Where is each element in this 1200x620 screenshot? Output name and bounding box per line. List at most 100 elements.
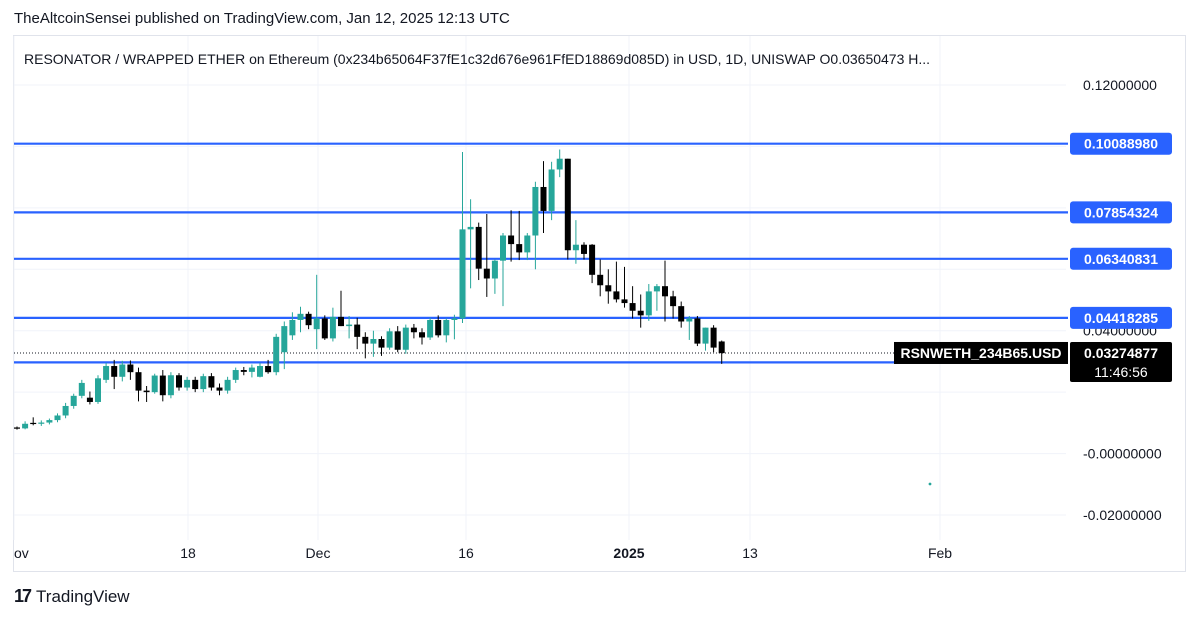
candle-body <box>305 313 312 326</box>
tradingview-logo-icon: 17 <box>14 586 32 606</box>
candle-body <box>605 285 612 292</box>
x-tick-label: 16 <box>458 545 474 561</box>
candle-body <box>718 341 725 354</box>
level-price-label: 0.07854324 <box>1084 204 1158 220</box>
candle-body <box>572 244 579 251</box>
candle-body <box>329 316 336 339</box>
candle-body <box>370 339 377 344</box>
candle-body <box>354 324 361 337</box>
candle-body <box>394 331 401 350</box>
candle-body <box>621 299 628 304</box>
candle-body <box>95 378 101 402</box>
level-price-tag <box>1070 201 1172 224</box>
candle-body <box>257 366 263 377</box>
candle-body <box>240 370 247 372</box>
candle-body <box>702 327 709 344</box>
candle-body <box>427 319 434 338</box>
candle-body <box>386 331 393 348</box>
level-price-label: 0.10088980 <box>1084 136 1158 152</box>
candle-body <box>483 268 490 279</box>
candle-body <box>143 390 150 393</box>
symbol-tag <box>894 341 1068 364</box>
candle-body <box>70 395 77 406</box>
candle-body <box>589 244 596 275</box>
horizontal-levels <box>14 142 1068 364</box>
candles <box>14 149 725 430</box>
candle-body <box>710 327 717 348</box>
x-tick-label: ov <box>14 545 29 561</box>
candle-body <box>564 158 571 251</box>
candle-body <box>346 324 353 327</box>
candle-body <box>103 366 110 380</box>
candle-body <box>30 422 37 425</box>
symbol-label: RSNWETH_234B65.USD <box>900 345 1061 361</box>
candle-body <box>159 375 166 396</box>
level-price-tag <box>1070 306 1172 329</box>
price-tags: 0.10088980 0.07854324 0.06340831 0.04418285… <box>894 132 1172 382</box>
candle-body <box>38 422 45 424</box>
candle-body <box>419 332 425 338</box>
level-price-label: 0.06340831 <box>1084 251 1158 267</box>
candle-body <box>524 235 531 253</box>
candle-body <box>14 427 20 429</box>
candle-body <box>265 366 272 373</box>
level-price-label: 0.04418285 <box>1084 310 1158 326</box>
candle-body <box>653 286 660 292</box>
candle-body <box>86 397 93 402</box>
candle-body <box>176 375 182 388</box>
candle-body <box>467 226 474 230</box>
y-tick-label: 0.12000000 <box>1083 77 1157 93</box>
candle-body <box>297 313 304 320</box>
candle-body <box>686 318 693 322</box>
candle-body <box>694 318 701 344</box>
candle-body <box>670 296 677 307</box>
candle-body <box>22 423 29 429</box>
candle-body <box>637 310 644 316</box>
countdown-label: 11:46:56 <box>1094 364 1148 380</box>
candle-body <box>556 158 563 170</box>
x-tick-label: Feb <box>928 545 952 561</box>
candle-body <box>281 326 288 353</box>
candle-body <box>338 316 344 327</box>
chart-title: RESONATOR / WRAPPED ETHER on Ethereum (0… <box>24 51 930 67</box>
candle-body <box>645 291 652 316</box>
candle-body <box>378 339 385 348</box>
candle-body <box>167 375 174 396</box>
candle-body <box>362 336 369 344</box>
candle-body <box>127 364 134 373</box>
candle-body <box>451 318 458 320</box>
candle-body <box>402 327 409 350</box>
current-price-label: 0.03274877 <box>1084 345 1158 361</box>
candle-body <box>443 319 450 336</box>
candle-body <box>435 319 442 336</box>
candle-body <box>78 382 85 396</box>
candle-body <box>192 379 199 390</box>
x-tick-label: 13 <box>742 545 758 561</box>
candle-body <box>475 226 482 269</box>
candle-body <box>248 367 255 372</box>
candle-body <box>662 286 668 297</box>
candle-body <box>548 169 555 211</box>
candle-body <box>540 186 547 211</box>
candle-body <box>613 291 620 300</box>
candle-body <box>119 364 126 377</box>
publish-caption: TheAltcoinSensei published on TradingVie… <box>14 10 510 27</box>
candle-body <box>62 405 69 416</box>
candle-body <box>313 318 320 330</box>
candle-body <box>581 244 587 254</box>
candle-body <box>629 303 636 311</box>
level-price-tag <box>1070 247 1172 270</box>
current-price-tag <box>1070 341 1172 382</box>
candle-body <box>508 235 515 245</box>
x-tick-label: Dec <box>306 545 331 561</box>
candle-body <box>597 274 604 286</box>
grid-layer <box>13 36 1066 540</box>
stray-dot <box>928 482 932 486</box>
time-axis: ov 18 Dec 16 2025 13 Feb <box>14 545 952 561</box>
candle-body <box>491 260 498 279</box>
candle-body <box>200 376 207 390</box>
x-tick-label: 2025 <box>613 545 644 561</box>
footer-brand: TradingView <box>36 586 130 606</box>
candle-body <box>321 318 328 339</box>
